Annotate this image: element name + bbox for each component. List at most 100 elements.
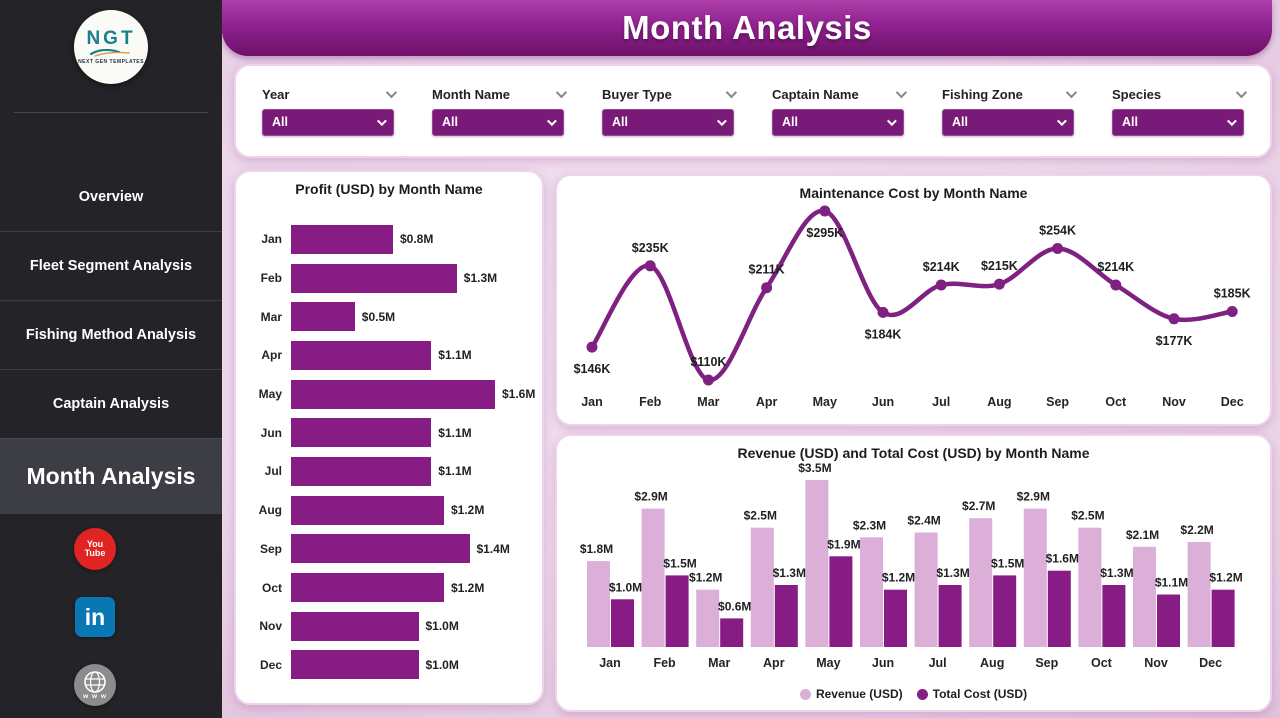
filter-dropdown-buyer-type[interactable]: All	[602, 108, 734, 136]
profit-bar-dec[interactable]	[291, 650, 419, 680]
revenue-bar-oct[interactable]	[1078, 527, 1102, 647]
axis-label-month: Nov	[259, 619, 282, 634]
profit-bar-sep[interactable]	[291, 534, 470, 564]
sidebar-item-fishing-method-analysis[interactable]: Fishing Method Analysis	[0, 300, 222, 369]
data-label: $214K	[923, 260, 960, 274]
filter-dropdown-species[interactable]: All	[1112, 108, 1244, 136]
page-title: Month Analysis	[622, 9, 872, 46]
total-cost-bar-may[interactable]	[829, 556, 853, 647]
maintenance-point-oct[interactable]	[1110, 279, 1122, 291]
revenue-bar-dec[interactable]	[1187, 542, 1211, 647]
filter-dropdown-month-name[interactable]: All	[432, 108, 564, 136]
filter-label: Species	[1112, 86, 1162, 102]
revenue-bar-sep[interactable]	[1023, 508, 1047, 647]
maintenance-point-jul[interactable]	[935, 279, 947, 291]
maintenance-chart-panel: Maintenance Cost by Month Name $146K Jan $…	[555, 174, 1272, 426]
revenue-bar-apr[interactable]	[750, 527, 774, 647]
dropdown-value: All	[952, 115, 968, 129]
maintenance-point-jan[interactable]	[586, 341, 598, 353]
maintenance-point-mar[interactable]	[702, 374, 714, 386]
total-cost-bar-nov[interactable]	[1157, 594, 1180, 648]
profit-bar-nov[interactable]	[291, 611, 419, 641]
data-label: $110K	[690, 355, 726, 369]
axis-label-month: Aug	[980, 656, 1004, 670]
data-label: $1.2M	[882, 571, 915, 585]
maintenance-point-apr[interactable]	[761, 282, 773, 294]
total-cost-bar-sep[interactable]	[1047, 570, 1071, 647]
chevron-down-icon[interactable]	[385, 86, 398, 99]
logo-subtext: NEXT GEN TEMPLATES	[78, 58, 144, 65]
profit-bar-jun[interactable]	[291, 418, 432, 448]
sidebar-item-fleet-segment-analysis[interactable]: Fleet Segment Analysis	[0, 231, 222, 300]
total-cost-bar-aug[interactable]	[993, 575, 1017, 647]
maintenance-point-sep[interactable]	[1052, 243, 1064, 254]
legend-entry-cost[interactable]: Total Cost (USD)	[916, 687, 1027, 701]
total-cost-bar-jan[interactable]	[611, 599, 634, 647]
profit-chart-title: Profit (USD) by Month Name	[295, 181, 483, 197]
data-label: $0.6M	[718, 599, 751, 613]
profit-row-nov: Nov $1.0M	[246, 607, 536, 646]
maintenance-line[interactable]	[589, 208, 1235, 383]
chevron-down-icon	[546, 115, 557, 126]
filter-dropdown-fishing-zone[interactable]: All	[942, 108, 1074, 136]
maintenance-point-nov[interactable]	[1168, 313, 1180, 325]
filter-dropdown-year[interactable]: All	[262, 108, 394, 136]
profit-bar-jan[interactable]	[291, 224, 393, 254]
data-label: $1.3M	[936, 566, 969, 580]
linkedin-icon[interactable]: in	[75, 597, 115, 637]
total-cost-bar-oct[interactable]	[1102, 585, 1126, 647]
total-cost-bar-mar[interactable]	[720, 618, 744, 647]
total-cost-bar-dec[interactable]	[1211, 589, 1235, 647]
revenue-bar-nov[interactable]	[1133, 546, 1156, 647]
chevron-down-icon[interactable]	[1065, 86, 1078, 99]
profit-bar-mar[interactable]	[291, 302, 355, 332]
youtube-icon[interactable]: You Tube	[74, 528, 116, 570]
sidebar-item-overview[interactable]: Overview	[78, 188, 144, 205]
profit-bar-feb[interactable]	[291, 263, 457, 293]
filter-dropdown-captain-name[interactable]: All	[772, 108, 904, 136]
legend-entry-revenue[interactable]: Revenue (USD)	[799, 687, 903, 701]
data-label: $1.5M	[663, 556, 696, 570]
profit-row-apr: Apr $1.1M	[246, 336, 536, 375]
maintenance-point-may[interactable]	[819, 205, 831, 217]
chevron-down-icon[interactable]	[895, 86, 908, 99]
maintenance-point-dec[interactable]	[1226, 306, 1238, 317]
revenue-bar-jun[interactable]	[860, 537, 883, 647]
maintenance-point-jun[interactable]	[877, 306, 889, 318]
revenue-bar-mar[interactable]	[696, 589, 720, 647]
revenue-bar-feb[interactable]	[641, 508, 665, 647]
website-globe-icon[interactable]: w w w	[74, 664, 116, 706]
data-label: $1.3M	[463, 271, 498, 286]
chevron-down-icon[interactable]	[555, 86, 568, 99]
maintenance-point-feb[interactable]	[644, 260, 656, 272]
axis-label-month: Jul	[264, 464, 282, 479]
profit-bar-apr[interactable]	[291, 340, 432, 370]
sidebar: NGT NEXT GEN TEMPLATES Overview Fleet Seg…	[0, 0, 222, 718]
revenue-bar-jul[interactable]	[914, 532, 938, 648]
revenue-bar-jan[interactable]	[587, 561, 610, 647]
data-label: $1.4M	[476, 541, 510, 556]
revenue-bar-may[interactable]	[805, 480, 829, 647]
profit-bar-may[interactable]	[291, 379, 495, 409]
data-label: $2.9M	[1017, 490, 1050, 504]
data-label: $1.3M	[773, 566, 806, 580]
total-cost-bar-jul[interactable]	[938, 585, 962, 647]
revenue-bar-aug[interactable]	[969, 518, 993, 647]
chevron-down-icon[interactable]	[1235, 86, 1248, 99]
profit-bar-jul[interactable]	[291, 456, 432, 486]
axis-label-month: Nov	[1162, 395, 1186, 409]
linkedin-icon-text: in	[84, 603, 106, 630]
total-cost-bar-apr[interactable]	[774, 585, 798, 647]
legend-dot-cost	[916, 688, 928, 700]
sidebar-item-captain-analysis[interactable]: Captain Analysis	[0, 369, 222, 438]
total-cost-bar-jun[interactable]	[884, 589, 907, 647]
profit-bar-oct[interactable]	[291, 573, 444, 603]
axis-label-month: Apr	[261, 348, 282, 363]
chevron-down-icon[interactable]	[725, 86, 738, 99]
maintenance-point-aug[interactable]	[993, 278, 1005, 290]
total-cost-bar-feb[interactable]	[665, 575, 689, 647]
axis-label-month: Oct	[1105, 395, 1127, 409]
profit-bar-aug[interactable]	[291, 495, 444, 525]
profit-row-mar: Mar $0.5M	[246, 297, 536, 336]
sidebar-item-month-analysis[interactable]: Month Analysis	[0, 438, 222, 514]
